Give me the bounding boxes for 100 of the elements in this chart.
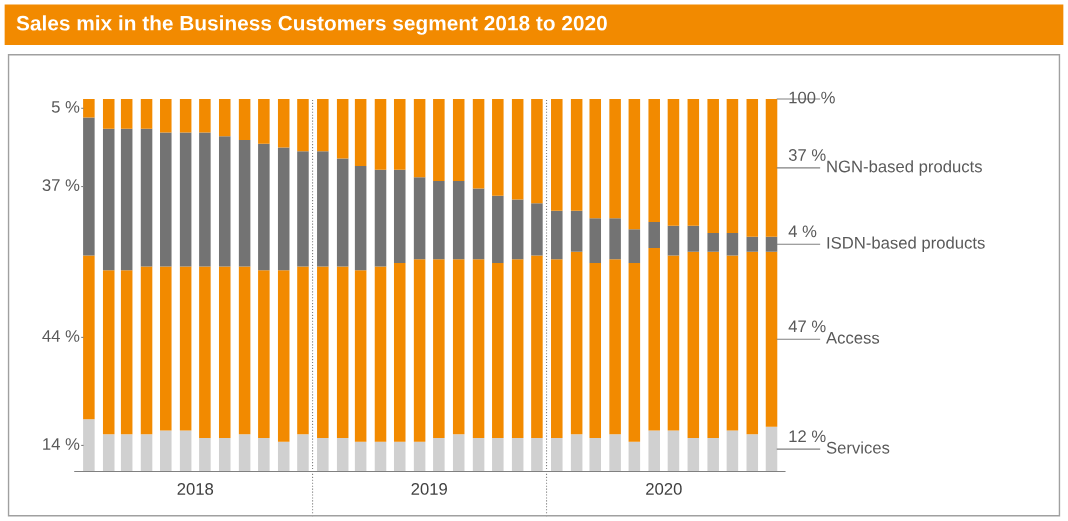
bar [140,266,153,435]
bar [492,262,504,438]
bar [102,98,115,129]
bar [140,434,153,472]
bar [393,98,406,170]
bar [277,441,290,472]
bar [452,434,465,472]
bar [120,128,133,271]
bar [746,236,759,252]
bar [297,151,309,267]
bar [452,180,465,260]
bar [354,98,367,167]
bar [746,434,759,472]
bar [199,266,211,438]
bar [433,180,445,260]
bar [472,437,485,472]
bar [218,437,231,472]
bar [393,169,406,263]
bar [746,251,759,435]
text: Services [826,441,890,454]
bar [354,270,367,442]
bar [628,262,641,442]
bar [297,434,309,472]
bar [609,98,621,219]
bar [83,255,95,420]
bar [199,98,211,133]
bar [238,266,251,435]
bar [551,437,563,472]
bar [317,98,329,152]
bar [609,434,621,472]
bar [628,441,641,472]
bar [140,98,153,129]
bar [374,441,387,472]
bar [589,262,602,438]
bar [102,270,115,435]
bar [452,259,465,435]
bar [336,158,349,267]
bar [393,262,406,442]
bar [199,132,211,267]
bar [452,98,465,181]
data-label: 4 % [788,225,817,238]
bar [413,177,426,260]
bar [238,98,251,140]
bar [648,98,660,222]
bar [492,195,504,263]
bar [726,98,739,234]
bar [472,98,485,189]
bar [570,210,583,252]
bar [83,98,95,118]
data-label: 37 % [42,179,80,191]
bar [531,437,543,472]
bar [258,437,270,472]
bar [511,259,524,438]
bar [140,128,153,267]
bar [589,98,602,219]
bar [160,430,172,472]
bar [570,251,583,435]
bar [354,441,367,472]
bar [609,259,621,435]
bar [218,266,231,438]
chart-title: Sales mix in the Business Customers segment 2018 to 2020 [16,15,607,35]
bar [354,166,367,271]
bar [726,430,739,472]
data-label: 37 % [788,149,826,161]
bar [511,437,524,472]
bar [667,430,680,472]
bar [492,437,504,472]
bar [413,441,426,472]
bar [120,270,133,435]
x-tick-label: 2019 [411,483,447,495]
bar [160,98,172,133]
bar [179,98,192,133]
bar [570,434,583,472]
bar [628,98,641,230]
bar [297,266,309,435]
bar [765,426,778,472]
bar [746,98,759,237]
bar [765,251,778,427]
bar [551,98,563,211]
x-tick-label: 2018 [177,483,214,495]
bar [707,233,719,252]
bar [102,128,115,271]
bar [297,98,309,152]
bar [317,437,329,472]
bar [648,248,660,431]
data-label: 14 % [43,438,80,450]
bar [551,259,563,438]
bar [336,98,349,159]
bar [570,98,583,211]
bar [687,98,700,226]
bar [667,98,680,226]
bar [317,151,329,267]
bar [511,199,524,260]
bar [160,266,172,431]
bar [218,98,231,137]
annotation: 100 % [789,91,835,104]
bar [179,266,192,431]
bar [687,437,700,472]
bar [179,430,192,472]
bar [687,225,700,252]
